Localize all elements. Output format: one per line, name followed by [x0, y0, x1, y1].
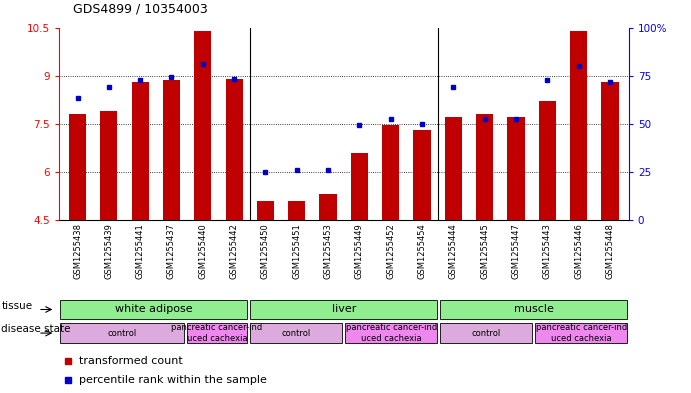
Text: GSM1255445: GSM1255445: [480, 223, 489, 279]
Bar: [225, 79, 243, 220]
Bar: [601, 82, 618, 220]
Bar: [131, 82, 149, 220]
Bar: [319, 195, 337, 220]
Text: GSM1255449: GSM1255449: [355, 223, 364, 279]
Text: pancreatic cancer-ind
uced cachexia: pancreatic cancer-ind uced cachexia: [171, 323, 263, 343]
Text: GSM1255438: GSM1255438: [73, 223, 82, 279]
Text: GSM1255439: GSM1255439: [104, 223, 113, 279]
Text: control: control: [472, 329, 501, 338]
Text: GSM1255454: GSM1255454: [417, 223, 426, 279]
Bar: [570, 31, 587, 220]
Bar: [346, 323, 437, 343]
Text: transformed count: transformed count: [79, 356, 183, 366]
Text: disease state: disease state: [1, 324, 71, 334]
Bar: [250, 299, 437, 320]
Bar: [288, 201, 305, 220]
Bar: [539, 101, 556, 220]
Bar: [536, 323, 627, 343]
Bar: [440, 299, 627, 320]
Text: GDS4899 / 10354003: GDS4899 / 10354003: [73, 3, 207, 16]
Text: GSM1255437: GSM1255437: [167, 223, 176, 279]
Bar: [382, 125, 399, 220]
Text: GSM1255440: GSM1255440: [198, 223, 207, 279]
Text: GSM1255451: GSM1255451: [292, 223, 301, 279]
Bar: [100, 111, 117, 220]
Text: muscle: muscle: [514, 305, 553, 314]
Text: GSM1255444: GSM1255444: [449, 223, 458, 279]
Bar: [163, 81, 180, 220]
Text: GSM1255442: GSM1255442: [229, 223, 238, 279]
Bar: [69, 114, 86, 220]
Bar: [445, 118, 462, 220]
Bar: [187, 323, 247, 343]
Text: liver: liver: [332, 305, 356, 314]
Text: control: control: [108, 329, 137, 338]
Text: tissue: tissue: [1, 301, 32, 310]
Bar: [60, 323, 184, 343]
Text: control: control: [282, 329, 311, 338]
Text: GSM1255447: GSM1255447: [511, 223, 520, 279]
Bar: [351, 153, 368, 220]
Bar: [257, 201, 274, 220]
Bar: [194, 31, 211, 220]
Text: GSM1255441: GSM1255441: [135, 223, 144, 279]
Bar: [413, 130, 430, 220]
Text: GSM1255453: GSM1255453: [323, 223, 332, 279]
Text: GSM1255448: GSM1255448: [605, 223, 614, 279]
Text: GSM1255446: GSM1255446: [574, 223, 583, 279]
Bar: [250, 323, 342, 343]
Bar: [476, 114, 493, 220]
Text: GSM1255443: GSM1255443: [543, 223, 552, 279]
Text: white adipose: white adipose: [115, 305, 193, 314]
Text: GSM1255452: GSM1255452: [386, 223, 395, 279]
Bar: [507, 118, 524, 220]
Bar: [440, 323, 532, 343]
Text: pancreatic cancer-ind
uced cachexia: pancreatic cancer-ind uced cachexia: [536, 323, 627, 343]
Bar: [60, 299, 247, 320]
Text: GSM1255450: GSM1255450: [261, 223, 270, 279]
Text: percentile rank within the sample: percentile rank within the sample: [79, 375, 267, 386]
Text: pancreatic cancer-ind
uced cachexia: pancreatic cancer-ind uced cachexia: [346, 323, 437, 343]
